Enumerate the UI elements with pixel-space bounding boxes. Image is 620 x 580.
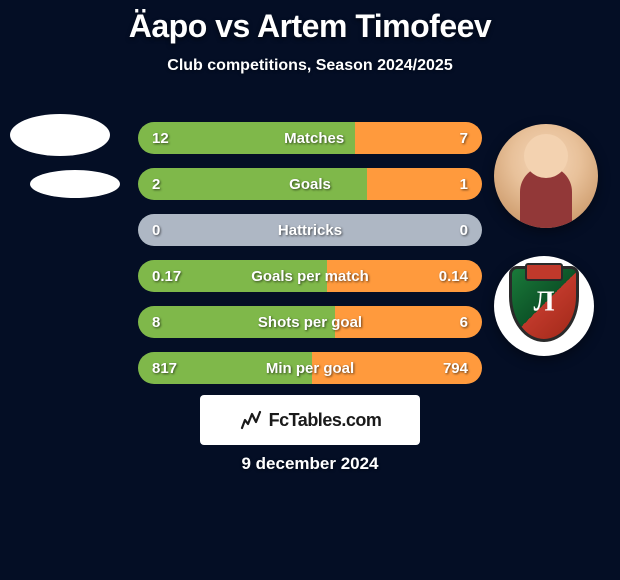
stat-value-right: 7 bbox=[460, 130, 468, 147]
stat-label: Goals per match bbox=[251, 268, 369, 285]
stat-row: 12 Matches 7 bbox=[138, 122, 482, 154]
stat-row: 0 Hattricks 0 bbox=[138, 214, 482, 246]
stat-value-left: 2 bbox=[152, 176, 160, 193]
stat-label: Hattricks bbox=[278, 222, 342, 239]
stat-label: Shots per goal bbox=[258, 314, 362, 331]
stat-row: 8 Shots per goal 6 bbox=[138, 306, 482, 338]
page-subtitle: Club competitions, Season 2024/2025 bbox=[0, 57, 620, 75]
stat-value-left: 0 bbox=[152, 222, 160, 239]
stat-value-right: 0.14 bbox=[439, 268, 468, 285]
brand-label: FcTables.com bbox=[269, 410, 382, 431]
stat-value-left: 12 bbox=[152, 130, 169, 147]
date-label: 9 december 2024 bbox=[0, 454, 620, 474]
club-badge: Л bbox=[494, 256, 594, 356]
infographic-root: Äapo vs Artem Timofeev Club competitions… bbox=[0, 0, 620, 580]
stat-value-right: 1 bbox=[460, 176, 468, 193]
stat-label: Goals bbox=[289, 176, 331, 193]
placeholder-ellipse bbox=[10, 114, 110, 156]
stat-label: Min per goal bbox=[266, 360, 354, 377]
stat-value-right: 6 bbox=[460, 314, 468, 331]
stat-row: 2 Goals 1 bbox=[138, 168, 482, 200]
stat-row: 0.17 Goals per match 0.14 bbox=[138, 260, 482, 292]
stat-row: 817 Min per goal 794 bbox=[138, 352, 482, 384]
stat-value-left: 0.17 bbox=[152, 268, 181, 285]
stat-value-left: 8 bbox=[152, 314, 160, 331]
brand-logo-icon bbox=[239, 408, 263, 432]
stat-label: Matches bbox=[284, 130, 344, 147]
player-avatar bbox=[494, 124, 598, 228]
placeholder-ellipse bbox=[30, 170, 120, 198]
club-shield-icon: Л bbox=[509, 266, 579, 342]
brand-badge: FcTables.com bbox=[200, 395, 420, 445]
stat-value-right: 794 bbox=[443, 360, 468, 377]
page-title: Äapo vs Artem Timofeev bbox=[0, 0, 620, 45]
club-initial: Л bbox=[534, 286, 555, 318]
stats-table: 12 Matches 7 2 Goals 1 0 Hattricks 0 0.17 Goals pe… bbox=[138, 122, 482, 398]
right-player-column: Л bbox=[494, 124, 598, 356]
stat-value-left: 817 bbox=[152, 360, 177, 377]
stat-value-right: 0 bbox=[460, 222, 468, 239]
left-player-placeholder bbox=[10, 114, 120, 212]
